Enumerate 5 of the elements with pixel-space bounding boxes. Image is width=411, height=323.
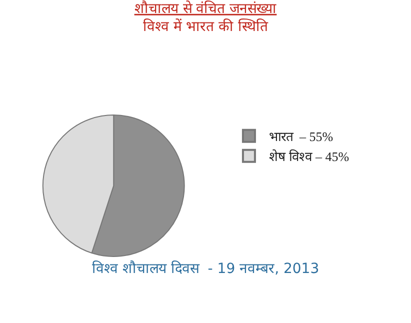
legend-label: शेष विश्व – 45% (268, 148, 350, 164)
chart-subtitle: विश्व में भारत की स्थिति (143, 18, 269, 36)
chart-title: शौचालय से वंचित जनसंख्या (134, 0, 277, 17)
text: विश्व शौचालय दिवस - 19 नवम्बर, 2013 (92, 260, 320, 277)
legend-label: भारत – 55% (268, 129, 334, 144)
